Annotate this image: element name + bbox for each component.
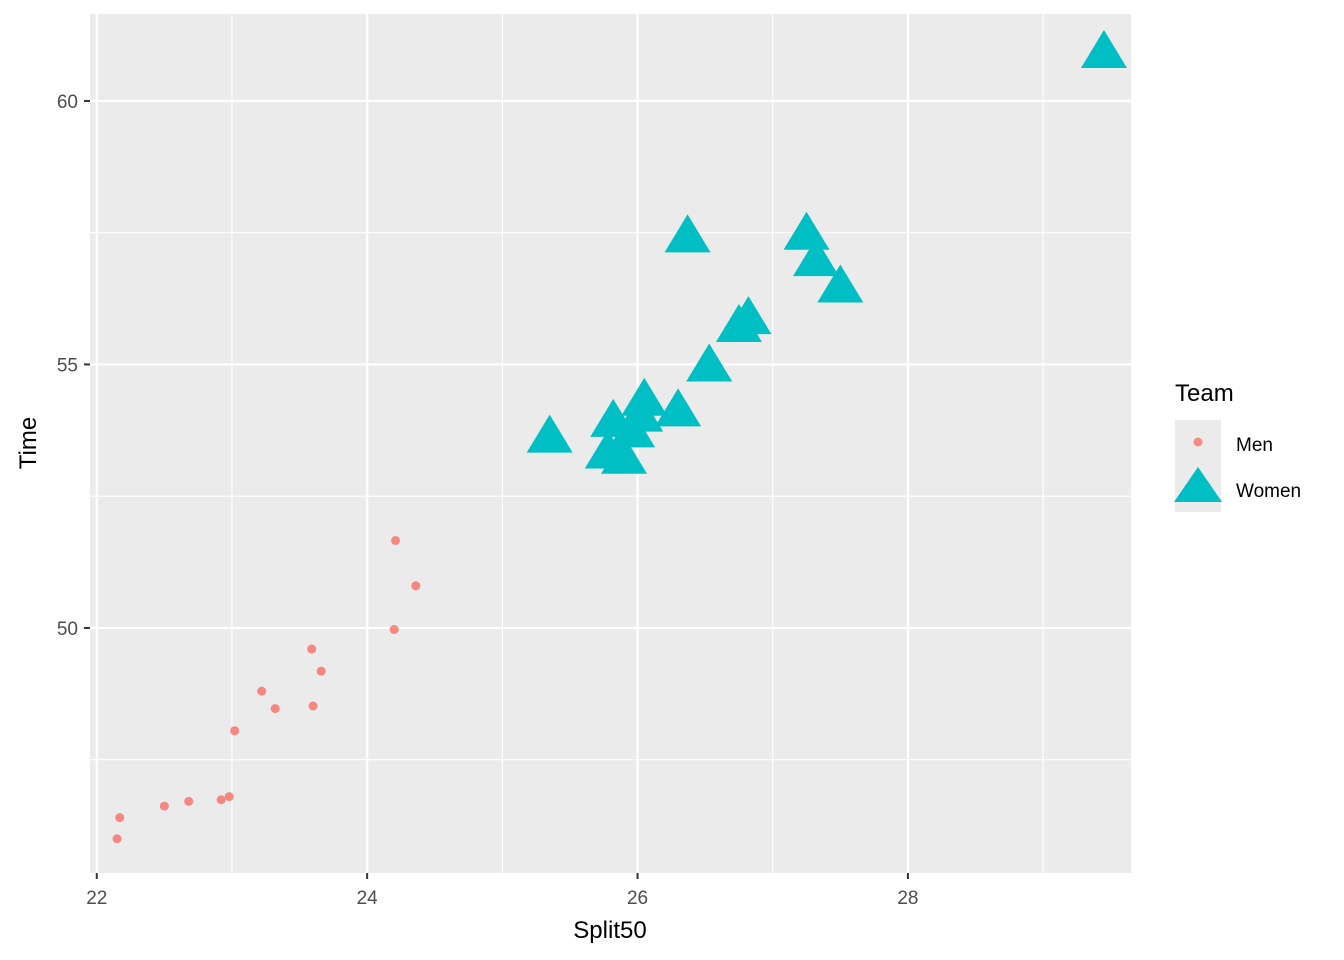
men-point: [216, 795, 226, 805]
y-axis: 50 55 60: [57, 92, 90, 640]
x-tick-label: 26: [627, 888, 648, 909]
y-tick-label: 55: [57, 355, 78, 376]
y-axis-title: Time: [15, 417, 42, 469]
women-point: [601, 435, 648, 474]
men-point: [307, 644, 317, 654]
x-tick-label: 22: [86, 888, 107, 909]
legend-key-women-marker: [1174, 467, 1222, 502]
men-point: [159, 801, 169, 811]
series-men: [112, 535, 421, 844]
men-point: [224, 792, 234, 802]
x-axis: 22 24 26 28: [86, 873, 918, 909]
women-point: [792, 238, 839, 277]
women-point: [526, 414, 573, 453]
men-point: [391, 535, 401, 545]
y-tick-label: 50: [57, 619, 78, 640]
women-point: [655, 388, 702, 427]
legend-title: Team: [1175, 380, 1234, 407]
men-point: [389, 625, 399, 635]
women-point: [817, 264, 864, 303]
women-point: [621, 377, 668, 416]
legend-label-men: Men: [1236, 435, 1273, 456]
minor-gridlines: [90, 14, 1131, 873]
men-point: [112, 834, 122, 844]
x-tick-label: 24: [357, 888, 379, 909]
legend-label-women: Women: [1236, 481, 1301, 502]
men-point: [115, 813, 125, 823]
legend-key-men-marker: [1193, 437, 1203, 447]
men-point: [270, 704, 280, 714]
series-women: [526, 29, 1127, 474]
women-point: [1080, 29, 1127, 68]
women-point: [783, 211, 830, 250]
men-point: [230, 726, 240, 736]
women-point: [664, 214, 711, 253]
x-axis-title: Split50: [573, 917, 646, 944]
men-point: [411, 581, 421, 591]
men-point: [184, 796, 194, 806]
y-tick-label: 60: [57, 92, 78, 113]
women-point: [725, 296, 772, 335]
x-tick-label: 28: [897, 888, 918, 909]
men-point: [316, 666, 326, 676]
legend: Team Men Women: [1174, 380, 1301, 512]
men-point: [308, 701, 318, 711]
women-point: [686, 343, 733, 382]
men-point: [257, 686, 267, 696]
